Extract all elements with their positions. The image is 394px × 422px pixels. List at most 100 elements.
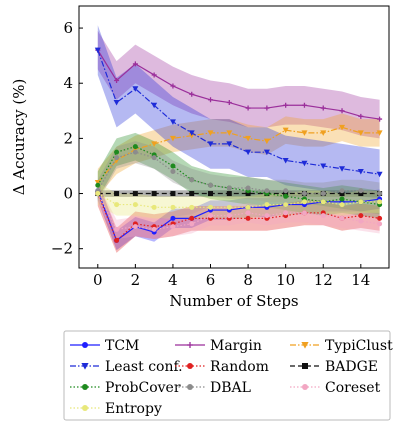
- badge-point: [245, 191, 251, 197]
- entropy-point: [170, 204, 176, 210]
- coreset-point: [358, 218, 364, 224]
- tcm-point: [170, 215, 176, 221]
- legend-marker-margin: [187, 342, 193, 348]
- least-conf-series: [94, 47, 383, 178]
- legend-box: [63, 330, 391, 421]
- least-conf-band: [97, 25, 380, 200]
- series-lines: [94, 47, 383, 243]
- random-point: [358, 213, 364, 219]
- dbal-line: [97, 151, 380, 195]
- dbal-point: [151, 155, 157, 161]
- badge-point: [132, 191, 138, 197]
- legend-item-typiclust: TypiClust: [290, 338, 393, 354]
- margin-point: [189, 91, 195, 97]
- least-conf-point: [188, 130, 195, 136]
- margin-point: [301, 102, 307, 108]
- x-axis-title: Number of Steps: [169, 292, 298, 310]
- typiclust-point: [151, 141, 158, 147]
- coreset-point: [151, 226, 157, 232]
- legend-label-tcm: TCM: [105, 338, 139, 354]
- y-tick-label: 6: [63, 19, 73, 37]
- typiclust-point: [245, 135, 252, 142]
- typiclust-line: [97, 126, 380, 183]
- least-conf-point: [245, 149, 252, 156]
- least-conf-point: [320, 163, 327, 169]
- margin-point: [264, 105, 270, 111]
- x-tick-label: 12: [314, 271, 333, 289]
- entropy-point: [301, 199, 307, 205]
- legend: TCM Margin TypiClust Least conf. Random BADGE…: [63, 330, 393, 421]
- legend-item-probcover: ProbCover: [70, 380, 181, 396]
- entropy-point: [95, 191, 101, 197]
- dbal-point: [358, 188, 364, 194]
- badge-point: [151, 191, 157, 197]
- legend-item-random: Random: [175, 359, 269, 375]
- entropy-point: [208, 204, 214, 210]
- legend-marker-badge: [302, 363, 308, 369]
- legend-label-margin: Margin: [210, 338, 262, 354]
- badge-point: [208, 191, 214, 197]
- margin-point: [151, 72, 157, 78]
- legend-label-random: Random: [210, 359, 269, 375]
- legend-label-entropy: Entropy: [105, 401, 162, 417]
- least-conf-point: [339, 166, 346, 172]
- least-conf-point: [263, 149, 270, 156]
- legend-marker-typiclust: [301, 342, 309, 349]
- margin-point: [320, 105, 326, 111]
- entropy-series: [95, 191, 383, 210]
- probcover-point: [170, 163, 176, 169]
- typiclust-point: [226, 130, 233, 136]
- coreset-point: [226, 213, 232, 219]
- entropy-band: [97, 182, 380, 219]
- coreset-point: [339, 215, 345, 221]
- probcover-point: [132, 144, 138, 150]
- entropy-point: [189, 204, 195, 210]
- coreset-point: [170, 224, 176, 230]
- coreset-point: [264, 213, 270, 219]
- typiclust-point: [301, 130, 308, 136]
- y-axis: −2 0 2 4 6: [51, 19, 83, 258]
- typiclust-point: [357, 130, 364, 136]
- least-conf-point: [169, 119, 176, 125]
- x-tick-label: 8: [243, 271, 253, 289]
- dbal-point: [339, 188, 345, 194]
- typiclust-point: [169, 135, 176, 142]
- badge-point: [170, 191, 176, 197]
- legend-label-coreset: Coreset: [325, 380, 381, 396]
- entropy-point: [320, 199, 326, 205]
- badge-point: [283, 191, 289, 197]
- coreset-point: [377, 221, 383, 227]
- x-tick-label: 2: [131, 271, 141, 289]
- coreset-point: [208, 213, 214, 219]
- legend-marker-least-conf: [81, 363, 89, 370]
- badge-point: [226, 191, 232, 197]
- least-conf-point: [226, 141, 233, 147]
- dbal-band: [97, 141, 380, 205]
- typiclust-point: [282, 127, 289, 134]
- probcover-point: [95, 182, 101, 188]
- entropy-point: [358, 199, 364, 205]
- x-tick-label: 0: [93, 271, 103, 289]
- least-conf-point: [113, 100, 120, 106]
- legend-marker-dbal: [187, 384, 193, 390]
- entropy-point: [245, 204, 251, 210]
- coreset-point: [283, 210, 289, 216]
- dbal-point: [245, 185, 251, 191]
- typiclust-point: [188, 133, 195, 139]
- confidence-bands: [97, 25, 380, 253]
- typiclust-point: [263, 138, 270, 145]
- y-axis-title: Δ Accuracy (%): [10, 79, 28, 196]
- coreset-point: [320, 213, 326, 219]
- margin-point: [170, 83, 176, 89]
- legend-item-margin: Margin: [175, 338, 262, 354]
- typiclust-point: [94, 180, 101, 186]
- random-point: [377, 215, 383, 221]
- dbal-point: [301, 191, 307, 197]
- legend-label-badge: BADGE: [325, 359, 378, 375]
- typiclust-point: [207, 130, 214, 136]
- typiclust-band: [97, 113, 380, 197]
- least-conf-point: [301, 160, 308, 167]
- y-tick-label: 0: [63, 185, 73, 203]
- dbal-point: [170, 168, 176, 174]
